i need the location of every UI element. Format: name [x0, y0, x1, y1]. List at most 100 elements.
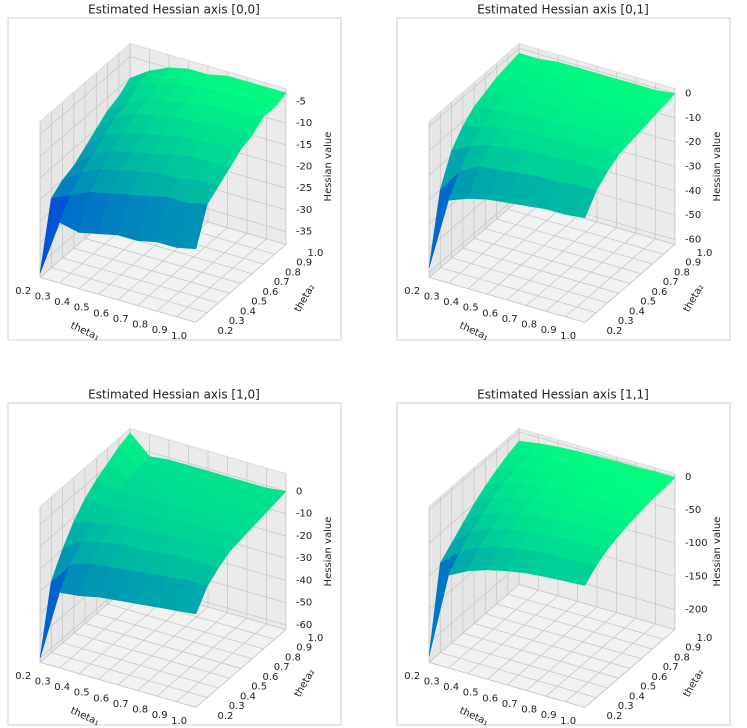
y-axis-label: theta₂ [682, 282, 707, 314]
x-tick-label: 0.6 [93, 693, 109, 704]
y-tick-label: 0.5 [251, 297, 267, 308]
y-grid-line [473, 623, 631, 669]
y-tick-label: 0.8 [674, 652, 690, 663]
x-tick-label: 0.3 [35, 291, 51, 302]
axes-frame [396, 402, 731, 726]
y-grid-line [496, 218, 653, 265]
x-tick-label: 0.9 [152, 710, 168, 721]
y-grid-line [428, 662, 586, 708]
z-tick-label: -30 [296, 553, 312, 564]
x-tick-label: 0.5 [463, 688, 479, 699]
y-grid-line [440, 652, 597, 699]
y-tick-label: 0.5 [640, 297, 656, 308]
x-tick-label: 0.6 [482, 693, 498, 704]
y-tick-label: 0.7 [274, 277, 290, 288]
x-tick-label: 0.7 [502, 314, 518, 325]
x-tick-label: 0.9 [541, 710, 557, 721]
y-grid-line [51, 652, 208, 699]
z-tick-label: -20 [296, 531, 312, 542]
chart-title: Estimated Hessian axis [1,1] [477, 388, 649, 402]
chart-title: Estimated Hessian axis [0,0] [88, 3, 260, 17]
surface-face [176, 580, 208, 615]
y-grid-line [496, 603, 653, 650]
y-grid-line [51, 267, 208, 314]
y-axis-label: theta₂ [293, 667, 318, 699]
x-tick-label: 0.8 [132, 705, 148, 716]
z-tick-label: -40 [685, 186, 701, 197]
z-tick-label: 0 [685, 88, 691, 99]
y-tick-label: 0.4 [240, 306, 256, 317]
x-tick-label: 0.3 [35, 676, 51, 687]
z-axis-label: Hessian value [712, 132, 723, 202]
x-tick-label: 0.7 [113, 699, 129, 710]
z-tick-label: -5 [296, 97, 306, 108]
x-tick-label: 0.4 [443, 297, 459, 308]
x-tick-label: 0.7 [502, 699, 518, 710]
y-tick-label: 1.0 [308, 248, 324, 259]
z-axis-label: Hessian value [323, 132, 334, 202]
z-tick-label: -10 [685, 113, 701, 124]
z-tick-label: -50 [296, 598, 312, 609]
x-tick-label: 0.6 [482, 308, 498, 319]
x-tick-label: 1.0 [171, 716, 187, 727]
y-grid-line [96, 613, 253, 660]
y-grid-line [84, 238, 242, 284]
y-grid-line [462, 632, 619, 679]
chart-title: Estimated Hessian axis [0,1] [477, 3, 649, 17]
z-tick-label: -60 [296, 620, 312, 631]
x-tick-label: 1.0 [560, 331, 576, 342]
z-tick-label: -40 [296, 575, 312, 586]
z-tick-label: 0 [296, 486, 302, 497]
y-tick-label: 0.8 [285, 652, 301, 663]
x-tick-label: 0.2 [404, 671, 420, 682]
x-tick-label: 0.4 [54, 297, 70, 308]
y-grid-line [39, 277, 197, 323]
y-grid-line [507, 593, 664, 640]
z-tick-label: -35 [296, 226, 312, 237]
z-tick-label: -15 [296, 140, 312, 151]
y-tick-label: 0.4 [240, 691, 256, 702]
z-grid-line [518, 48, 676, 94]
y-grid-line [473, 238, 631, 284]
y-tick-label: 0.8 [285, 267, 301, 278]
z-grid-line [518, 431, 676, 478]
y-tick-label: 0.4 [629, 691, 645, 702]
y-tick-label: 0.7 [274, 662, 290, 673]
y-tick-label: 0.6 [652, 287, 668, 298]
y-tick-label: 0.9 [296, 643, 312, 654]
surface-face [565, 560, 597, 586]
z-tick-label: -10 [296, 118, 312, 129]
x-tick-label: 0.2 [404, 286, 420, 297]
y-tick-label: 0.4 [629, 306, 645, 317]
y-grid-line [428, 277, 586, 323]
z-grid-line [39, 77, 131, 157]
x-tick-label: 0.5 [463, 303, 479, 314]
y-tick-label: 0.3 [229, 316, 245, 327]
x-tick-label: 1.0 [171, 331, 187, 342]
axes-frame [7, 402, 342, 726]
y-grid-line [462, 247, 619, 294]
x-tick-label: 0.9 [541, 325, 557, 336]
y-tick-label: 0.2 [607, 326, 623, 337]
y-grid-line [507, 208, 664, 255]
z-tick-label: -20 [296, 162, 312, 173]
y-tick-label: 0.7 [663, 662, 679, 673]
z-tick-label: -200 [685, 605, 708, 616]
y-tick-label: 0.5 [640, 682, 656, 693]
z-grid-line [428, 48, 520, 127]
y-tick-label: 0.3 [229, 701, 245, 712]
y-axis-label: theta₂ [293, 282, 318, 314]
y-tick-label: 0.3 [618, 316, 634, 327]
y-tick-label: 0.7 [663, 277, 679, 288]
y-tick-label: 0.6 [652, 672, 668, 683]
y-grid-line [107, 603, 264, 650]
z-tick-label: -10 [296, 509, 312, 520]
y-axis-label: theta₂ [682, 667, 707, 699]
z-tick-label: -60 [685, 235, 701, 246]
x-tick-label: 0.4 [54, 682, 70, 693]
z-axis-label: Hessian value [323, 517, 334, 587]
z-tick-label: -50 [685, 210, 701, 221]
y-tick-label: 0.2 [218, 326, 234, 337]
y-grid-line [62, 642, 219, 689]
